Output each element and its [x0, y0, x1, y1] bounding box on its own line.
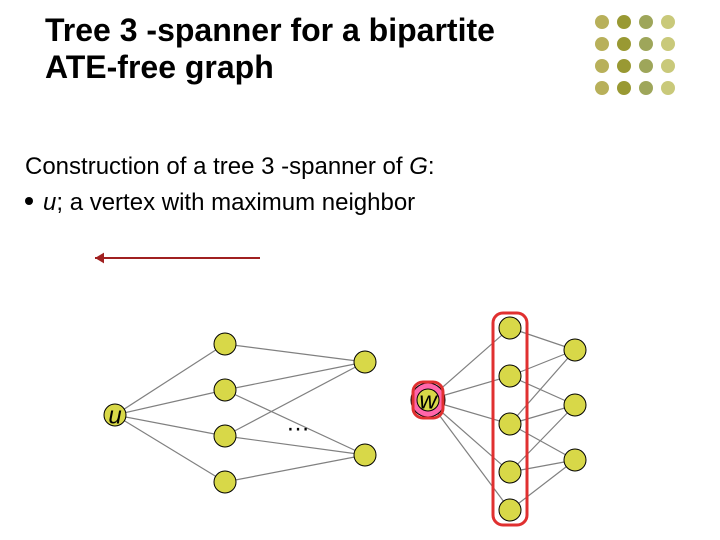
svg-text:w: w — [419, 387, 438, 414]
graph-diagram: u w … — [0, 0, 720, 540]
svg-text:u: u — [108, 402, 121, 429]
svg-text:…: … — [286, 409, 310, 436]
